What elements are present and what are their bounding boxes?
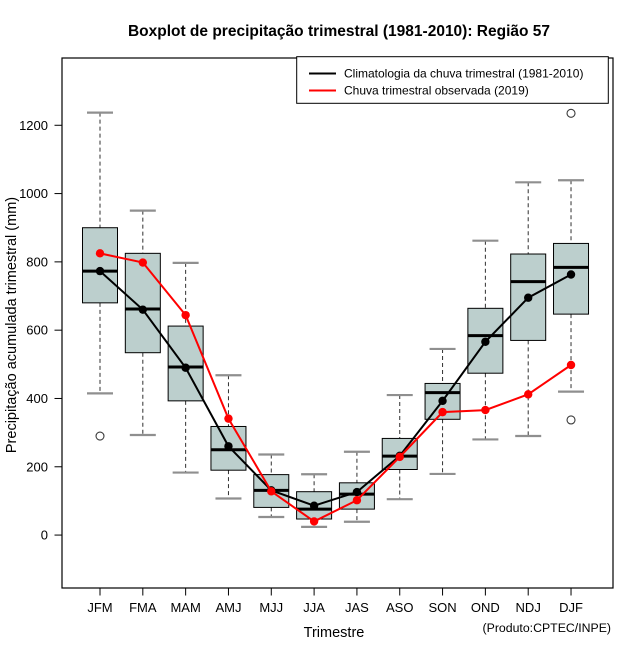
x-tick-label: OND [471,600,500,615]
legend-label-observed: Chuva trimestral observada (2019) [344,84,529,98]
legend-label-climatology: Climatologia da chuva trimestral (1981-2… [344,67,583,81]
x-tick-label: MAM [170,600,200,615]
outlier-point [95,431,105,441]
outlier-point [566,415,576,425]
series-point [481,405,490,415]
series-layer [95,249,576,526]
series-point [524,390,533,399]
observed-series [95,249,576,526]
y-tick-label: 1200 [19,118,48,133]
boxplot-FMA [124,209,161,437]
x-tick-label: AMJ [215,600,241,615]
y-tick-label: 400 [26,391,48,406]
boxplot-JFM [82,111,118,441]
y-tick-label: 0 [41,528,48,543]
series-point [181,363,190,372]
y-tick-label: 600 [26,323,48,338]
series-point [95,266,105,276]
y-axis-label: Precipitação acumulada trimestral (mm) [4,197,20,453]
x-tick-label: MJJ [259,600,283,615]
series-point [138,258,148,267]
iqr-box [82,227,118,304]
iqr-box [553,242,590,315]
series-point [352,496,362,505]
series-point [566,360,576,370]
boxplot-ASO [381,393,418,501]
series-point [566,270,576,279]
x-tick-label: SON [428,600,456,615]
series-point [438,407,447,417]
series-point [438,396,447,406]
chart-title: Boxplot de precipitação trimestral (1981… [128,23,550,40]
x-tick-label: DJF [559,600,583,615]
boxplot-DJF [553,108,590,425]
series-point [481,337,490,346]
x-tick-label: JJA [303,600,325,615]
boxplot-MJJ [253,453,290,519]
x-tick-label: JAS [345,600,369,615]
series-line [99,270,572,507]
y-tick-label: 1000 [19,186,48,201]
series-point [95,249,105,258]
y-tick-label: 200 [26,459,48,474]
series-point [138,305,148,314]
x-axis-label: Trimestre [304,625,365,641]
legend: Climatologia da chuva trimestral (1981-2… [296,56,609,104]
series-point [524,293,533,302]
series-point [395,452,404,462]
x-tick-label: ASO [386,600,413,615]
series-point [309,517,319,526]
series-point [181,310,190,320]
x-tick-label: JFM [87,600,112,615]
axes-layer: 0 200 400 600 800 1000 1200 JFM FMA MAM AMJ MJJ JJA J… [19,118,583,615]
credit-text: (Produto:CPTEC/INPE) [483,621,611,635]
x-tick-label: FMA [129,600,157,615]
legend-box [296,56,609,104]
series-point [267,487,276,496]
series-point [224,414,233,423]
boxplots-layer [82,108,590,528]
y-tick-label: 800 [26,254,48,269]
series-point [309,501,319,510]
boxplot-AMJ [210,374,247,500]
outlier-point [566,108,576,118]
series-point [352,487,362,497]
series-point [224,442,233,451]
x-tick-label: NDJ [516,600,541,615]
climatology-series [95,266,576,510]
series-line [99,252,572,523]
iqr-box [124,252,161,354]
